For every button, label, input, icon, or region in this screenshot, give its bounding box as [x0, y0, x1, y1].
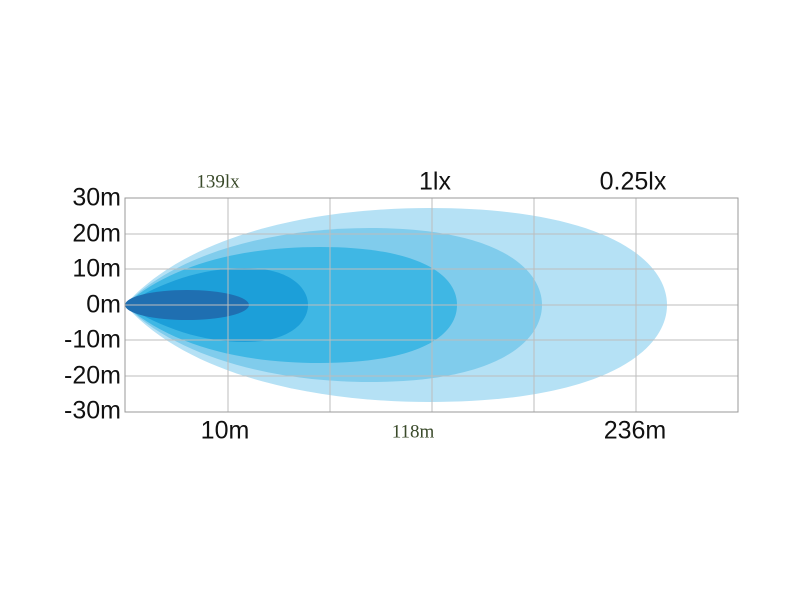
distance-label: 10m — [201, 417, 250, 445]
lux-label: 139lx — [196, 171, 240, 192]
y-label: 10m — [72, 255, 121, 283]
y-label: 20m — [72, 220, 121, 248]
distance-label: 118m — [392, 421, 435, 442]
top-labels: 139lx 1lx 0.25lx — [196, 168, 666, 196]
distance-label: 236m — [604, 417, 667, 445]
y-label: -30m — [64, 397, 121, 425]
lux-label: 1lx — [419, 168, 451, 196]
y-axis: 30m 20m 10m 0m -10m -20m -30m — [64, 184, 121, 425]
bottom-labels: 10m 118m 236m — [201, 417, 667, 445]
y-label: -20m — [64, 362, 121, 390]
y-label: 30m — [72, 184, 121, 212]
plot-frame — [124, 197, 739, 413]
lux-label: 0.25lx — [600, 168, 667, 196]
y-label: -10m — [64, 326, 121, 354]
grid — [124, 197, 739, 413]
y-label: 0m — [86, 291, 121, 319]
